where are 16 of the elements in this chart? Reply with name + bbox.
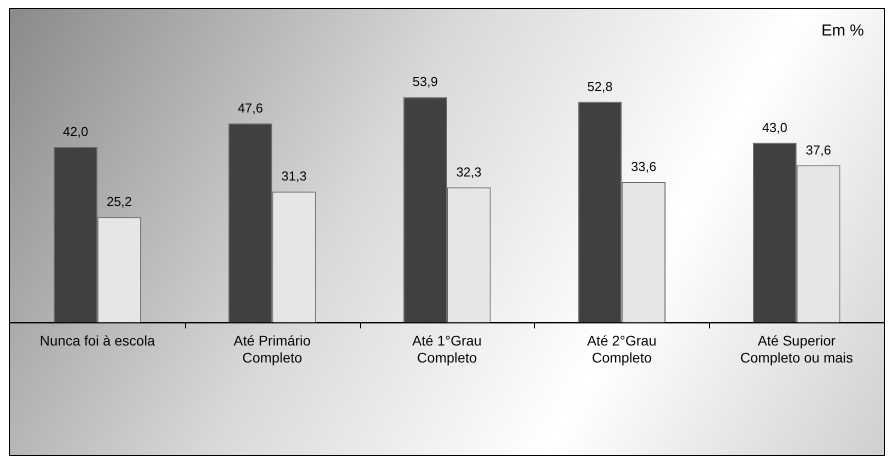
- data-label: 42,0: [62, 124, 88, 139]
- data-label: 43,0: [762, 120, 788, 135]
- data-label: 32,3: [456, 164, 482, 180]
- annotation: Em %: [821, 22, 864, 40]
- x-tick-label: Até Primário Completo: [234, 332, 311, 366]
- data-label: 31,3: [281, 168, 307, 184]
- data-label: 25,2: [106, 194, 132, 210]
- data-label: 53,9: [412, 74, 438, 90]
- x-tick-label: Até 2°Grau Completo: [587, 332, 657, 366]
- data-label: 37,6: [806, 142, 832, 158]
- data-label: 47,6: [238, 100, 264, 116]
- x-tick-label: Até 1°Grau Completo: [412, 332, 482, 366]
- x-tick-label: Nunca foi à escola: [40, 332, 156, 349]
- data-label: 33,6: [630, 159, 656, 174]
- x-tick-label: Até Superior Completo ou mais: [740, 332, 854, 366]
- data-label: 52,8: [587, 78, 613, 94]
